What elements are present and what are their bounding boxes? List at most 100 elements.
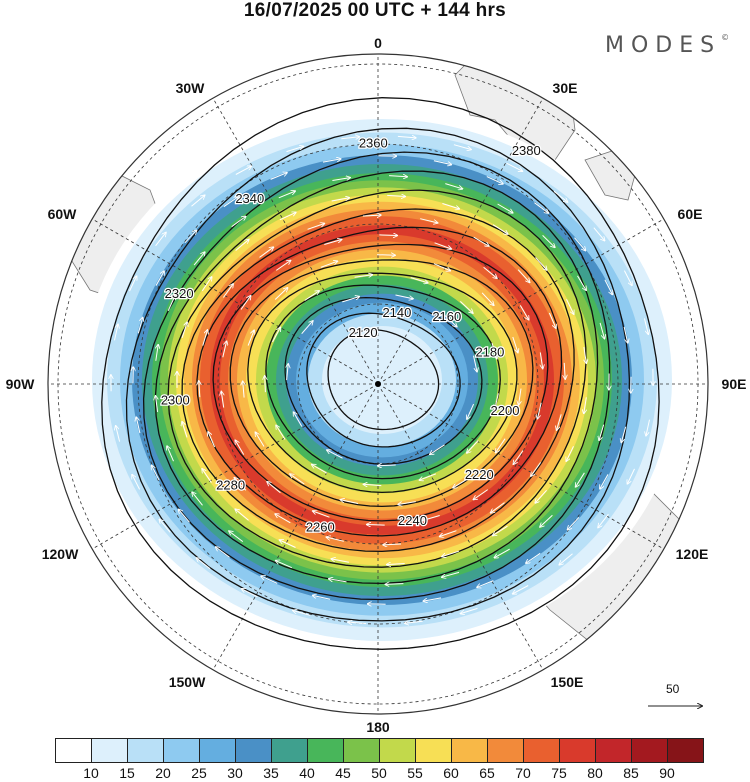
contour-label-2180: 2180 [475,344,504,359]
wind-vector-119 [540,514,553,527]
wind-vector-150 [313,595,331,600]
wind-vector-1 [378,465,396,466]
wind-vector-105 [167,296,175,312]
wind-vector-162 [341,137,359,139]
wind-vector-118 [576,472,585,487]
wind-vector-173 [598,513,609,527]
wind-vector-177 [405,621,423,623]
wind-vector-66 [362,215,381,216]
wind-vector-180 [242,589,258,598]
contour-labels: 2120 2140 2160 2180 2200 2220 2240 2260 2280 2300… [160,134,542,535]
wind-vector-56 [423,515,440,521]
wind-vector-73 [531,462,542,477]
wind-vector-19 [410,277,428,283]
wind-vector-115 [599,322,604,339]
wind-vector-24 [398,501,416,505]
wind-vector-153 [132,475,141,490]
wind-vector-172 [627,468,635,484]
wind-vector-103 [156,396,158,413]
height-contour-11 [142,151,611,601]
wind-vector-84 [235,240,249,251]
wind-vector-61 [199,381,200,398]
wind-vector-52 [540,352,542,368]
wind-vector-35 [512,336,518,353]
meridian-120 [377,383,664,550]
wind-vector-59 [234,478,247,491]
colorbar-swatch-11 [451,738,488,763]
wind-vector-46 [276,261,290,271]
lon-label-120e: 120E [675,546,709,562]
colorbar-swatch-7 [307,738,344,763]
wind-vector-109 [332,178,350,181]
wind-vector-117 [599,424,605,441]
meridian-210 [212,383,379,670]
colorbar-label-30: 30 [227,765,243,781]
wind-vector-108 [278,191,295,199]
wind-vector-179 [293,611,311,616]
wind-vector-136 [433,160,452,165]
wind-vector-169 [643,318,648,334]
wind-vector-95 [535,489,547,503]
wind-vector-98 [387,564,405,565]
wind-vector-13 [312,465,328,474]
height-contour-4 [247,272,518,494]
wind-vector-82 [181,322,187,338]
wind-vector-89 [492,224,508,234]
lon-label-60e: 60E [677,206,703,222]
wind-vector-112 [497,203,513,213]
lon-label-30e: 30E [552,80,578,96]
wind-vector-7 [395,294,414,299]
wind-vector-57 [326,537,344,542]
colorbar-swatch-2 [127,738,164,763]
wind-vector-68 [473,236,489,246]
colorbar-swatch-17 [667,738,704,763]
wind-vector-90 [535,257,547,270]
lat-lon-grid [48,54,708,714]
wind-vector-163 [397,136,416,138]
colorbar-label-35: 35 [263,765,279,781]
height-contour-1 [306,312,461,448]
wind-vector-4 [287,364,289,381]
wind-vector-25 [341,500,359,504]
wind-vector-174 [559,553,573,565]
wind-vector-96 [493,525,508,535]
wind-vector-114 [577,275,587,290]
height-contour-12 [125,127,631,622]
wind-vector-157 [129,276,137,292]
lon-label-90w: 90W [5,376,35,392]
wind-vector-145 [568,516,580,529]
contour-label-2360: 2360 [359,136,388,151]
wind-vector-77 [280,540,296,548]
wind-vector-123 [329,579,347,583]
wind-vector-93 [584,397,587,413]
wind-vector-16 [272,327,281,343]
wind-vector-40 [313,511,330,518]
wind-vector-42 [235,440,245,455]
lon-label-90e: 90E [721,376,747,392]
colorbar-swatch-16 [631,738,668,763]
colorbar-label-25: 25 [191,765,207,781]
height-contours [101,97,660,650]
contour-label-2200: 2200 [491,403,520,418]
wind-vector-133 [270,173,287,180]
meridian-150 [377,383,544,670]
colorbar-swatch-9 [379,738,416,763]
wind-vector-100 [229,531,244,542]
contour-label-2160: 2160 [432,309,461,324]
contour-label-2300: 2300 [161,392,190,407]
colorbar-label-50: 50 [371,765,387,781]
lon-label-30w: 30W [175,80,205,96]
wind-vector-76 [383,544,402,545]
lon-label-120w: 120W [41,546,79,562]
wind-vector-65 [307,224,325,230]
lon-label-150e: 150E [550,674,584,690]
wind-vector-102 [167,446,174,462]
wind-vector-26 [290,474,305,485]
colorbar-label-60: 60 [443,765,459,781]
height-contour-8 [181,208,575,553]
wind-vector-178 [348,622,367,624]
contour-label-2380: 2380 [512,143,541,158]
wind-vector-75 [440,530,457,537]
wind-vector-131 [184,230,197,244]
wind-vector-55 [474,489,488,500]
